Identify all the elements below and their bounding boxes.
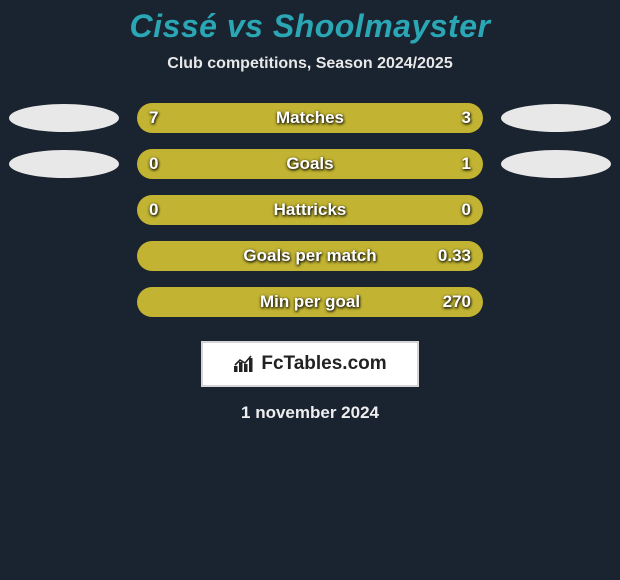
stat-row: 0Goals1 <box>9 149 611 179</box>
stat-rows: 7Matches3 0Goals1 0Hattricks0 Goals per mat… <box>9 103 611 333</box>
stat-row: 0Hattricks0 <box>9 195 611 225</box>
comparison-container: Cissé vs Shoolmayster Club competitions,… <box>0 0 620 423</box>
stat-bar: 0Hattricks0 <box>137 195 483 225</box>
stat-value-right: 0 <box>462 195 471 225</box>
bar-fill-right <box>206 149 483 179</box>
bar-fill-left <box>137 103 369 133</box>
stat-bar: 0Goals1 <box>137 149 483 179</box>
stat-value-right: 0.33 <box>438 241 471 271</box>
stat-bar: Goals per match0.33 <box>137 241 483 271</box>
player-right-ellipse <box>501 104 611 132</box>
logo-inner: FcTables.com <box>233 353 386 375</box>
player-left-ellipse <box>9 104 119 132</box>
date-text: 1 november 2024 <box>241 403 379 423</box>
bar-fill <box>137 195 483 225</box>
logo-text: FcTables.com <box>261 353 386 375</box>
player-left-ellipse <box>9 150 119 178</box>
stat-bar: Min per goal270 <box>137 287 483 317</box>
stat-row: Min per goal270 <box>9 287 611 317</box>
stat-value-right: 270 <box>443 287 471 317</box>
stat-value-left: 7 <box>149 103 158 133</box>
chart-icon <box>233 354 255 374</box>
logo-badge: FcTables.com <box>201 341 419 387</box>
stat-value-right: 1 <box>462 149 471 179</box>
bar-fill <box>137 287 483 317</box>
stat-value-right: 3 <box>462 103 471 133</box>
player-right-ellipse <box>501 150 611 178</box>
stat-bar: 7Matches3 <box>137 103 483 133</box>
stat-value-left: 0 <box>149 195 158 225</box>
page-subtitle: Club competitions, Season 2024/2025 <box>167 55 452 73</box>
stat-value-left: 0 <box>149 149 158 179</box>
page-title: Cissé vs Shoolmayster <box>130 8 491 45</box>
bar-fill-left <box>137 149 206 179</box>
stat-row: Goals per match0.33 <box>9 241 611 271</box>
bar-fill <box>137 241 483 271</box>
stat-row: 7Matches3 <box>9 103 611 133</box>
